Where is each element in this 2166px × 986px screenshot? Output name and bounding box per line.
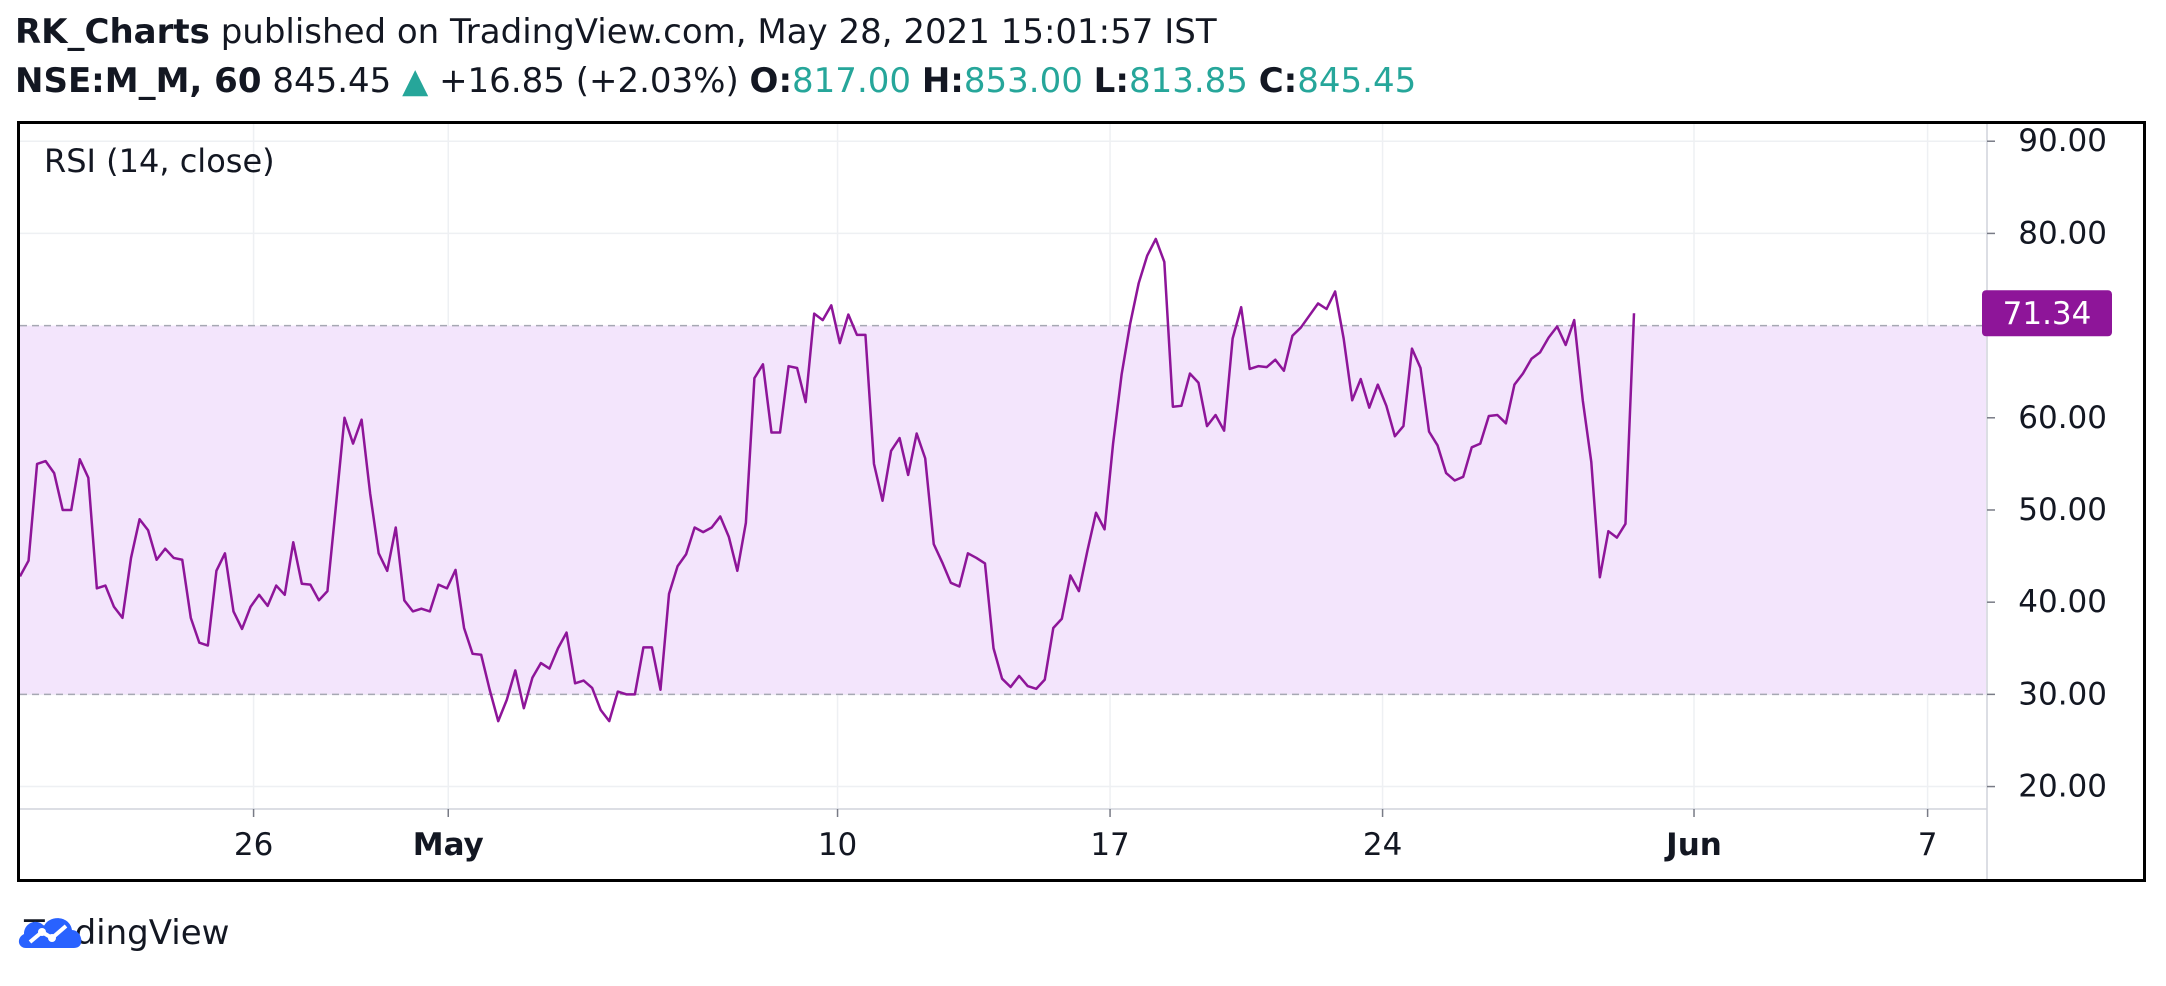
- rsi-chart[interactable]: 90.00 80.00 60.00 50.00 40.00 30.00 20.00 26 Ma…: [20, 124, 2143, 879]
- close-value: 845.45: [1297, 61, 1417, 101]
- author-name[interactable]: RK_Charts: [15, 12, 210, 52]
- high-value: 853.00: [963, 61, 1083, 101]
- published-text: published on TradingView.com, May 28, 20…: [220, 12, 1217, 52]
- rsi-line: [20, 237, 1636, 723]
- y-tick-label: 30.00: [2018, 676, 2107, 712]
- last-value-label: 71.34: [2003, 296, 2092, 332]
- y-tick-label: 80.00: [2018, 215, 2107, 251]
- x-axis[interactable]: 26 May 10 17 24 Jun 7: [234, 809, 1938, 863]
- brand-footer[interactable]: TradingView: [16, 908, 229, 958]
- price-change: +16.85 (+2.03%): [439, 61, 739, 101]
- last-value-badge-bg: [1982, 290, 2112, 337]
- low-value: 813.85: [1128, 61, 1248, 101]
- publish-line: RK_Charts published on TradingView.com, …: [15, 10, 1217, 54]
- x-tick-label: 10: [818, 827, 857, 863]
- open-value: 817.00: [792, 61, 912, 101]
- indicator-legend[interactable]: RSI (14, close): [44, 142, 275, 180]
- close-label: C:: [1258, 61, 1298, 101]
- rsi-band: [20, 325, 1986, 695]
- x-tick-label: May: [413, 827, 484, 863]
- x-tick-label: 17: [1090, 827, 1129, 863]
- y-axis[interactable]: 90.00 80.00 60.00 50.00 40.00 30.00 20.00: [1987, 124, 2107, 805]
- low-label: L:: [1093, 61, 1129, 101]
- x-tick-label: 7: [1918, 827, 1938, 863]
- y-tick-label: 60.00: [2018, 400, 2107, 436]
- open-label: O:: [749, 61, 793, 101]
- last-value-badge: 71.34: [1982, 290, 2112, 337]
- high-label: H:: [921, 61, 964, 101]
- last-price: 845.45: [272, 61, 392, 101]
- y-tick-label: 90.00: [2018, 124, 2107, 159]
- up-arrow-icon: ▲: [402, 61, 429, 101]
- y-tick-label: 20.00: [2018, 769, 2107, 805]
- chart-frame[interactable]: 90.00 80.00 60.00 50.00 40.00 30.00 20.00 26 Ma…: [17, 121, 2146, 882]
- y-tick-label: 40.00: [2018, 584, 2107, 620]
- tradingview-logo-icon: [18, 918, 82, 948]
- x-tick-label: 24: [1363, 827, 1402, 863]
- symbol-line: NSE:M_M, 60 845.45 ▲ +16.85 (+2.03%) O:8…: [15, 59, 1416, 103]
- symbol-label[interactable]: NSE:M_M, 60: [15, 61, 262, 101]
- x-tick-label: Jun: [1664, 827, 1722, 863]
- x-tick-label: 26: [234, 827, 273, 863]
- y-tick-label: 50.00: [2018, 492, 2107, 528]
